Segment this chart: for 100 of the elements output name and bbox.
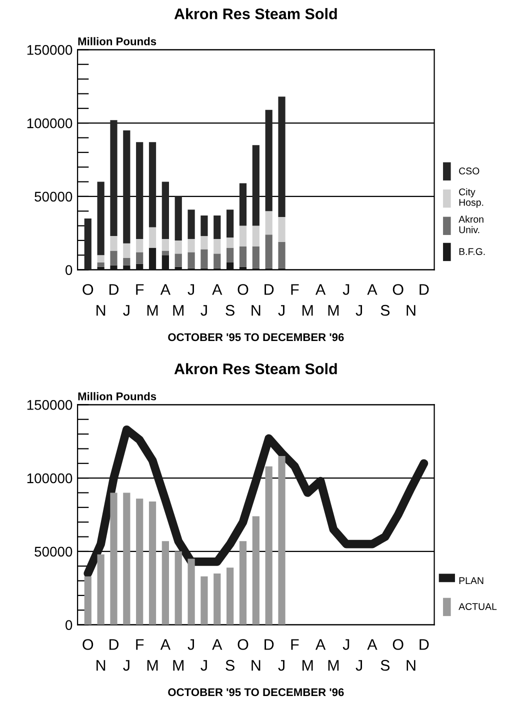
bar [162,182,169,239]
bar [214,254,221,268]
x-tick-label: M [302,305,313,316]
bar [252,226,260,246]
bar [97,262,104,267]
x-tick-label: D [420,284,429,295]
x-tick-label: F [136,639,144,650]
bar [265,466,272,625]
x-tick-label: J [356,660,362,671]
x-tick-label: A [160,284,171,295]
bar [239,246,247,267]
bar [123,258,130,266]
legend-label: City Hosp. [459,188,484,208]
legend-label: PLAN [459,577,484,584]
x-tick-label: D [109,639,119,650]
x-tick-label: J [188,639,194,650]
x-tick-label: J [342,284,350,295]
x-tick-label: J [278,305,284,316]
bar [252,246,260,268]
bar [174,254,182,267]
bar [136,498,144,625]
bar [200,216,208,236]
x-tick-label: A [212,639,222,650]
y-tick-label: 0 [66,620,72,630]
bar [226,238,234,248]
bar [200,236,208,250]
bar [97,554,104,625]
x-tick-label: S [226,304,234,316]
x-tick-label: A [315,639,326,650]
x-tick-label: N [252,660,260,671]
x-tick-label: A [367,639,378,650]
y-tick-label: 50000 [34,546,72,557]
bar [162,238,169,251]
bar [148,502,156,625]
x-tick-label: S [226,660,234,671]
x-tick-label: M [328,660,339,671]
chart-title: Akron Res Steam Sold [174,363,337,374]
x-axis-title: OCTOBER '95 TO DECEMBER '96 [168,333,344,342]
bar [278,456,286,625]
x-tick-label: N [406,660,416,671]
bar [226,248,234,262]
x-tick-label: N [96,305,106,316]
bar [174,240,182,254]
bar [84,218,92,270]
bar [278,242,286,268]
x-tick-label: O [238,639,248,650]
bar [110,236,118,251]
x-tick-label: J [123,305,130,316]
bar [123,492,130,625]
bar [110,492,118,625]
bar [278,216,286,242]
bar [239,541,247,625]
x-tick-label: A [160,639,171,650]
x-tick-label: O [392,284,404,295]
bar [148,248,156,270]
x-tick-label: M [173,660,184,671]
x-tick-label: M [173,305,184,316]
bar [136,252,144,264]
chart-title: Akron Res Steam Sold [174,8,337,20]
bar [136,264,144,270]
x-tick-label: O [238,284,248,295]
y-axis-title: Million Pounds [78,392,156,400]
y-tick-label: 150000 [27,45,72,55]
x-tick-label: A [367,284,378,295]
bar [162,541,169,625]
bar [123,265,130,270]
x-tick-label: J [278,660,284,671]
bar [123,243,130,258]
bar [200,576,208,625]
bar [226,210,234,238]
bar [97,255,104,262]
x-tick-label: M [302,660,313,671]
x-tick-label: O [392,639,404,650]
bar [84,576,92,625]
x-tick-label: M [328,305,339,316]
bar [174,196,182,240]
bar [265,234,272,268]
x-tick-label: A [315,284,326,295]
legend-label: ACTUAL [458,603,497,610]
legend-label: CSO [459,168,480,174]
legend-label: Akron Univ. [458,216,484,234]
x-tick-label: N [252,305,260,316]
x-tick-label: J [200,660,207,671]
x-tick-label: J [123,660,130,671]
bar [97,182,104,256]
bar [136,238,144,252]
bar [200,249,208,268]
bar [188,238,195,252]
bar [226,568,234,625]
y-tick-label: 150000 [27,400,72,410]
x-tick-label: D [264,639,274,650]
x-tick-label: S [380,304,390,316]
x-tick-label: F [136,284,144,295]
bar [265,110,272,212]
bar [110,265,118,270]
bar [188,252,195,268]
legend-label: B.F.G. [459,248,485,256]
bar [265,211,272,235]
bar [110,120,118,236]
y-tick-label: 0 [66,265,72,275]
